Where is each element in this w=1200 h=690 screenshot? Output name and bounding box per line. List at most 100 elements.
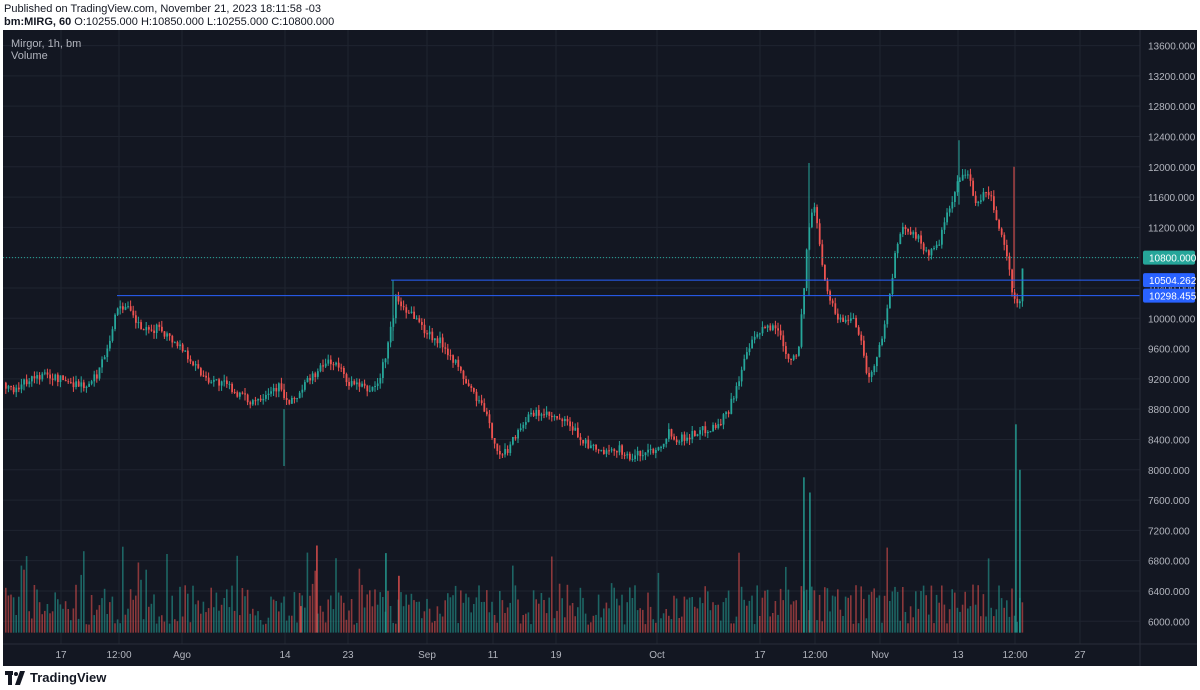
volume-bar <box>779 588 782 633</box>
volume-bar <box>824 587 826 633</box>
volume-bar <box>595 614 597 633</box>
candle-body <box>759 333 761 335</box>
candle-body <box>189 359 192 362</box>
volume-bar <box>267 617 270 633</box>
volume-bar <box>272 599 275 633</box>
candle-body <box>712 424 714 432</box>
volume-bar <box>327 599 329 633</box>
candle-body <box>616 451 618 453</box>
volume-bar <box>951 589 953 633</box>
volume-bar <box>395 623 397 633</box>
volume-bar <box>785 566 787 633</box>
volume-bar <box>551 556 553 633</box>
candle-body <box>488 414 491 424</box>
chart-panel[interactable]: 6000.000 6400.000 6800.000 7200.000 7600.000… <box>3 30 1197 666</box>
candle-body <box>259 398 262 401</box>
volume-bar <box>270 596 272 633</box>
volume-bar <box>499 591 501 633</box>
volume-bar <box>80 574 82 633</box>
candle-body <box>382 362 384 378</box>
candle-body <box>626 453 629 456</box>
candle-body <box>655 450 657 453</box>
volume-bar <box>756 585 758 633</box>
candle-body <box>410 311 413 314</box>
candle-body <box>1021 268 1024 302</box>
volume-bar <box>652 619 654 633</box>
volume-bar <box>148 606 150 633</box>
volume-bar <box>98 605 101 633</box>
candle-body <box>309 378 311 381</box>
candle-body <box>551 415 553 418</box>
volume-bar <box>946 623 948 633</box>
volume-bar <box>316 545 318 633</box>
volume-bar <box>480 602 483 633</box>
candle-body <box>608 450 610 452</box>
volume-bar <box>883 595 886 633</box>
volume-bar <box>860 586 862 633</box>
candle-body <box>722 414 725 425</box>
volume-bar <box>608 608 610 633</box>
volume-bar <box>311 583 314 633</box>
volume-bar <box>75 584 77 633</box>
candle-body <box>345 374 348 383</box>
series-legend-title: Mirgor, 1h, bm <box>11 38 82 50</box>
candle-body <box>852 317 855 319</box>
volume-bar <box>618 605 621 633</box>
candle-body <box>317 371 319 377</box>
volume-bar <box>202 601 205 633</box>
candle-body <box>894 253 896 278</box>
candle-body <box>246 394 249 403</box>
candle-body <box>5 382 7 389</box>
candle-body <box>995 210 998 220</box>
candle-body <box>603 449 605 454</box>
volume-bar <box>730 623 732 633</box>
candle-body <box>785 346 787 354</box>
candle-body <box>106 348 109 358</box>
candle-body <box>779 330 782 336</box>
price-axis-label: 12000.000 <box>1148 163 1196 174</box>
volume-bar <box>374 589 376 633</box>
candle-body <box>379 378 382 384</box>
volume-legend-label: Volume <box>11 50 48 62</box>
candle-body <box>111 329 114 341</box>
candle-body <box>413 311 415 319</box>
volume-bar <box>187 593 189 633</box>
volume-bar <box>740 586 743 633</box>
price-axis-label: 12800.000 <box>1148 102 1196 113</box>
volume-bar <box>306 552 309 633</box>
candle-body <box>491 423 493 438</box>
candle-body <box>816 207 818 224</box>
volume-bar <box>774 601 777 633</box>
volume-bar <box>176 621 179 633</box>
tradingview-logo[interactable]: TradingView <box>5 670 106 685</box>
volume-bar <box>309 595 311 633</box>
volume-bar <box>772 613 774 633</box>
candle-body <box>155 324 158 333</box>
candle-body <box>725 412 727 415</box>
candle-body <box>283 389 285 398</box>
candle-body <box>447 348 449 356</box>
candle-body <box>746 352 748 359</box>
volume-bar <box>907 623 909 633</box>
volume-bar <box>421 618 423 633</box>
candle-body <box>738 381 740 386</box>
candle-body <box>876 357 878 367</box>
volume-bar <box>985 616 987 633</box>
volume-bar <box>707 591 709 633</box>
volume-bar <box>766 589 769 633</box>
candle-body <box>7 385 10 389</box>
candle-body <box>980 200 982 202</box>
candle-body <box>821 244 824 265</box>
candle-body <box>681 434 683 442</box>
volume-bar <box>387 590 389 633</box>
volume-bar <box>398 575 400 633</box>
volume-bar <box>483 601 485 633</box>
volume-bar <box>735 616 738 633</box>
candle-body <box>748 348 751 353</box>
candle-body <box>873 366 876 373</box>
candle-body <box>564 419 566 422</box>
volume-bar <box>244 596 246 633</box>
price-chart[interactable]: 6000.000 6400.000 6800.000 7200.000 7600.000… <box>3 30 1197 666</box>
candle-body <box>649 449 652 451</box>
